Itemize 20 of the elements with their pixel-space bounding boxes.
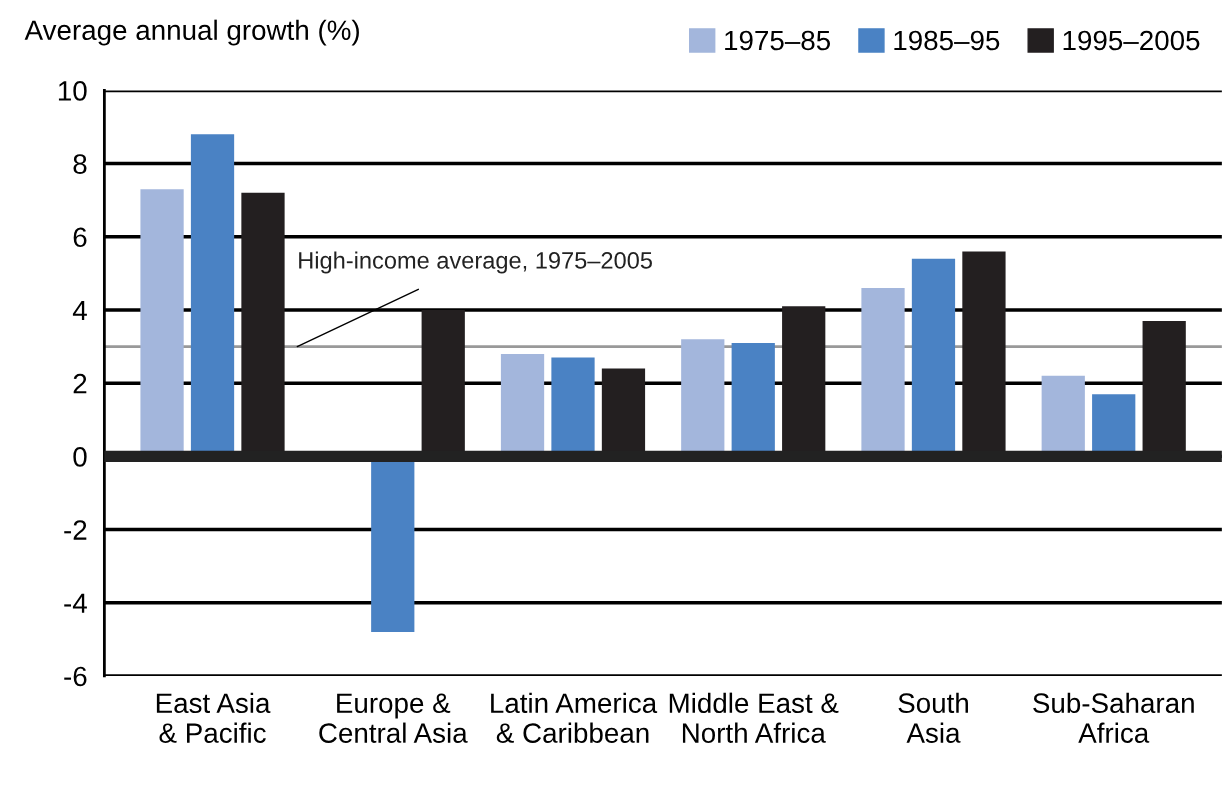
y-tick-label: 0 [73,447,87,467]
x-tick-label: Latin America & Caribbean [491,692,658,743]
y-tick-label: -2 [64,520,87,540]
y-tick-label: 8 [73,154,87,174]
x-tick-label: Middle East & North Africa [669,692,839,743]
y-tick-label: 6 [73,227,87,248]
y-axis-title: Average annual growth (%) [24,19,359,46]
y-tick-label: 2 [73,373,87,394]
x-tick-label: Europe & Central Asia [319,693,468,743]
ref-line-label: High-income average, 1975–2005 [299,251,652,274]
y-tick-label: -6 [64,666,87,687]
x-tick-label: South Asia [898,692,968,743]
y-tick-label: 4 [72,300,87,321]
legend-label: 1975–85 [725,30,831,51]
x-tick-label: East Asia & Pacific [156,692,271,743]
legend-label: 1995–2005 [1063,30,1200,51]
y-tick-label: 10 [58,81,87,101]
x-tick-label: Sub-Saharan Africa [1033,692,1194,743]
y-tick-label: -4 [64,593,87,613]
legend-label: 1985–95 [894,30,1000,51]
